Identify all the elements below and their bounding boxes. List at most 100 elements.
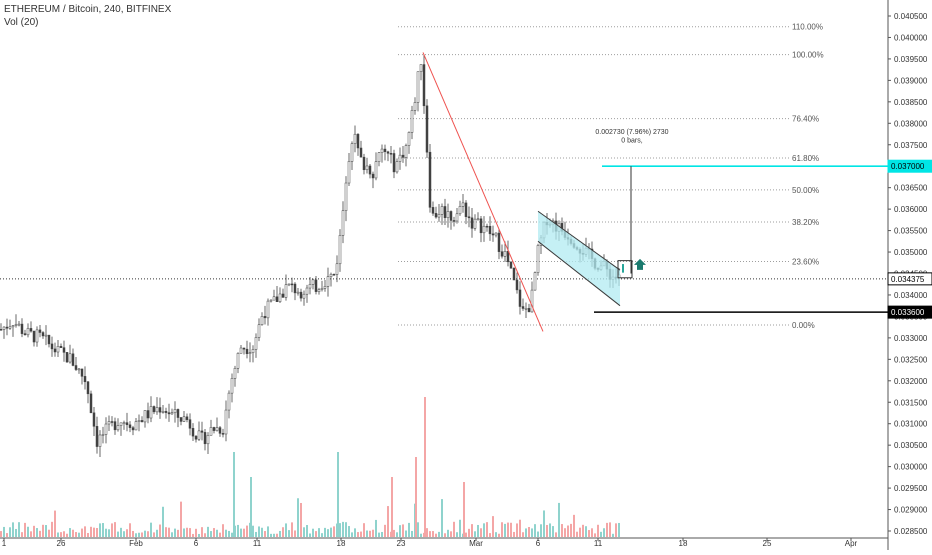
price-label-box — [887, 305, 932, 319]
volume-bar — [321, 533, 323, 537]
volume-bar — [564, 528, 566, 537]
candle-body — [95, 426, 99, 447]
candle-body — [467, 216, 471, 219]
volume-bar — [186, 527, 188, 537]
candle-body — [293, 283, 297, 294]
y-tick-label: 0.032500 — [894, 355, 928, 364]
volume-bar — [372, 529, 374, 537]
y-tick-label: 0.040500 — [894, 12, 928, 21]
candle-body — [203, 432, 207, 445]
candle-body — [389, 153, 393, 155]
candle-body — [167, 412, 171, 415]
candle-body — [431, 207, 435, 214]
y-tick-label: 0.036500 — [894, 184, 928, 193]
volume-bar — [96, 528, 98, 537]
volume-bar — [237, 524, 239, 537]
volume-bar — [555, 532, 557, 537]
volume-bar — [306, 524, 308, 537]
volume-bar — [351, 532, 353, 537]
candle-body — [329, 273, 333, 277]
volume-bar — [381, 531, 383, 537]
symbol-title: ETHEREUM / Bitcoin, 240, BITFINEX — [4, 4, 172, 15]
candle-body — [248, 352, 252, 354]
candle-body — [488, 225, 492, 235]
volume-bar — [435, 533, 437, 537]
volume-bar — [219, 532, 221, 537]
volume-bar — [384, 524, 386, 537]
volume-bar — [213, 528, 215, 537]
volume-bar — [342, 521, 344, 537]
volume-bar — [57, 532, 59, 537]
volume-bar — [294, 530, 296, 537]
candle-body — [281, 293, 285, 298]
volume-bar — [315, 531, 317, 537]
candle-body — [500, 251, 504, 257]
volume-bar — [405, 530, 407, 537]
volume-bar — [171, 532, 173, 537]
volume-bar — [255, 531, 257, 537]
volume-bar — [528, 527, 530, 537]
x-tick-label: 26 — [57, 539, 66, 548]
candle-body — [527, 308, 531, 313]
candle-body — [287, 283, 291, 286]
candle-body — [68, 353, 72, 363]
volume-bar — [297, 498, 299, 537]
volume-bar — [12, 522, 14, 537]
candle-body — [107, 421, 111, 425]
candle-body — [182, 416, 186, 422]
candle-body — [2, 326, 6, 330]
volume-bar — [612, 533, 614, 537]
measure-text: 0.002730 (7.96%) 2730 — [595, 129, 668, 136]
volume-bar — [108, 529, 110, 537]
candle-body — [245, 348, 249, 354]
volume-bar — [210, 531, 212, 537]
candle-body — [98, 434, 102, 447]
volume-bar — [153, 532, 155, 537]
candle-body — [218, 427, 222, 434]
volume-bar — [465, 532, 467, 537]
candle-body — [26, 328, 30, 336]
volume-bar — [543, 510, 545, 537]
candle-body — [215, 427, 219, 431]
candle-body — [377, 152, 381, 162]
volume-bar — [21, 532, 23, 537]
y-tick-label: 0.028500 — [894, 527, 928, 536]
candle-body — [437, 214, 441, 218]
x-tick-label: 18 — [679, 539, 688, 548]
volume-bar — [147, 531, 149, 537]
candle-body — [71, 353, 75, 366]
volume-bar — [522, 532, 524, 537]
volume-bar — [291, 522, 293, 537]
candle-body — [317, 289, 321, 292]
candle-body — [62, 347, 66, 353]
candle-body — [290, 283, 294, 286]
volume-bar — [150, 522, 152, 537]
candle-body — [530, 289, 534, 313]
candle-body — [362, 156, 366, 171]
volume-bar — [243, 528, 245, 537]
volume-bar — [363, 523, 365, 537]
candle-body — [446, 211, 450, 218]
volume-bar — [45, 525, 47, 537]
volume-bar — [324, 527, 326, 537]
volume-bar — [417, 522, 419, 537]
volume-bar — [132, 530, 134, 537]
candle-body — [125, 422, 129, 426]
candle-body — [101, 434, 105, 436]
candle-body — [65, 352, 69, 363]
candle-body — [200, 430, 204, 433]
volume-bar — [267, 526, 269, 537]
volume-bar — [525, 528, 527, 537]
candle-body — [224, 409, 228, 435]
volume-bar — [141, 532, 143, 537]
candle-body — [221, 433, 225, 435]
candle-body — [338, 235, 342, 265]
candle-body — [242, 347, 246, 350]
volume-bar — [582, 524, 584, 537]
candle-body — [14, 324, 18, 326]
measure-box — [617, 260, 633, 279]
candle-body — [11, 325, 15, 328]
candle-body — [512, 267, 516, 281]
